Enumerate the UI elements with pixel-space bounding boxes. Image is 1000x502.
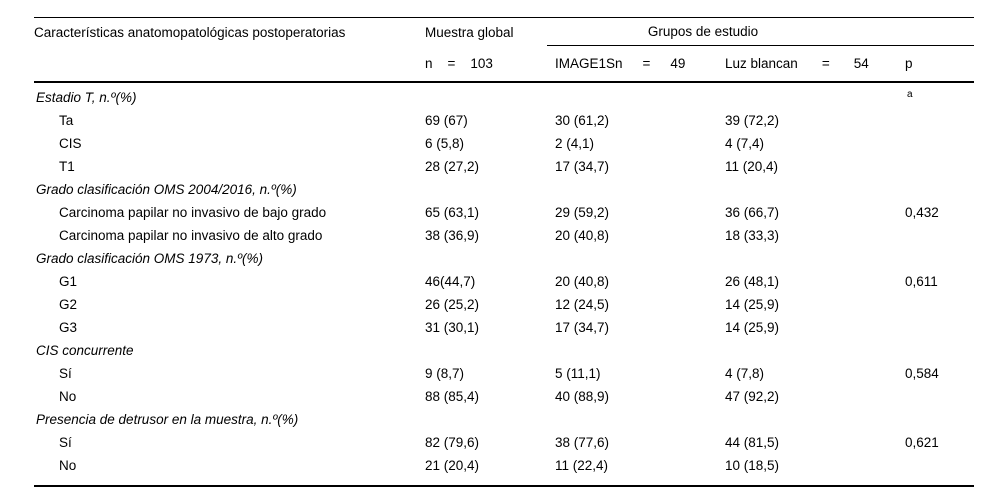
row-label: G2 <box>59 297 78 312</box>
cell-p-value: 0,584 <box>905 366 939 381</box>
header-row-titles: Características anatomopatológicas posto… <box>34 18 974 46</box>
cell-luz-blanca: 39 (72,2) <box>725 113 780 128</box>
cell-muestra-global: 6 (5,8) <box>425 136 465 151</box>
row-label: Presencia de detrusor en la muestra, n.º… <box>36 412 299 427</box>
table-row: Presencia de detrusor en la muestra, n.º… <box>34 408 974 431</box>
subheader-luz-blanca: Luz blancan = 54 <box>725 56 905 71</box>
cell-image1s: 17 (34,7) <box>555 159 610 174</box>
global-n-label: n <box>425 56 433 71</box>
cell-image1s: 20 (40,8) <box>555 274 610 289</box>
cell-muestra-global: 26 (25,2) <box>425 297 480 312</box>
table-row: G3 31 (30,1) 17 (34,7) 14 (25,9) <box>34 316 974 339</box>
table-row: CIS 6 (5,8) 2 (4,1) 4 (7,4) <box>34 132 974 155</box>
row-label: No <box>59 389 77 404</box>
row-label: Sí <box>59 435 72 450</box>
row-label: Sí <box>59 366 72 381</box>
global-n-value: 103 <box>470 56 493 71</box>
row-label: No <box>59 458 77 473</box>
table-row: Grado clasificación OMS 1973, n.º(%) <box>34 247 974 270</box>
cell-luz-blanca: 11 (20,4) <box>725 159 779 174</box>
cell-muestra-global: 28 (27,2) <box>425 159 480 174</box>
table-header: Características anatomopatológicas posto… <box>34 17 974 83</box>
study-groups-label: Grupos de estudio <box>647 24 759 39</box>
cell-image1s: 5 (11,1) <box>555 366 601 381</box>
global-n-equals: = <box>447 56 456 71</box>
cell-image1s: 2 (4,1) <box>555 136 595 151</box>
cell-luz-blanca: 4 (7,8) <box>725 366 765 381</box>
table-row: Estadio T, n.º(%) a <box>34 86 974 109</box>
table-row: Sí 9 (8,7) 5 (11,1) 4 (7,8) 0,584 <box>34 362 974 385</box>
image1s-label: IMAGE1Sn <box>555 56 623 71</box>
cell-muestra-global: 69 (67) <box>425 113 468 128</box>
column-group-study-groups: Grupos de estudio <box>547 18 974 46</box>
column-header-global-sample: Muestra global <box>425 24 514 40</box>
luz-blanca-n-value: 54 <box>853 56 869 71</box>
cell-luz-blanca: 36 (66,7) <box>725 205 780 220</box>
cell-muestra-global: 38 (36,9) <box>425 228 480 243</box>
table-row: Grado clasificación OMS 2004/2016, n.º(%… <box>34 178 974 201</box>
cell-luz-blanca: 47 (92,2) <box>725 389 780 404</box>
row-label: Grado clasificación OMS 2004/2016, n.º(%… <box>36 182 297 197</box>
cell-muestra-global: 65 (63,1) <box>425 205 480 220</box>
cell-image1s: 20 (40,8) <box>555 228 610 243</box>
table-row: No 88 (85,4) 40 (88,9) 47 (92,2) <box>34 385 974 408</box>
table-row: T1 28 (27,2) 17 (34,7) 11 (20,4) <box>34 155 974 178</box>
footnote-marker: a <box>907 89 913 100</box>
column-header-characteristics: Características anatomopatológicas posto… <box>34 24 346 40</box>
subheader-image1s: IMAGE1Sn = 49 <box>555 56 725 71</box>
table-row: G1 46(44,7) 20 (40,8) 26 (48,1) 0,611 <box>34 270 974 293</box>
row-label: CIS concurrente <box>36 343 134 358</box>
cell-luz-blanca: 14 (25,9) <box>725 320 780 335</box>
cell-p-value: 0,432 <box>905 205 939 220</box>
table-row: Carcinoma papilar no invasivo de bajo gr… <box>34 201 974 224</box>
cell-image1s: 12 (24,5) <box>555 297 610 312</box>
cell-image1s: 38 (77,6) <box>555 435 610 450</box>
cell-image1s: 29 (59,2) <box>555 205 610 220</box>
luz-blanca-equals: = <box>821 56 830 71</box>
anatomopathology-table: Características anatomopatológicas posto… <box>34 17 974 487</box>
cell-image1s: 11 (22,4) <box>555 458 609 473</box>
cell-luz-blanca: 14 (25,9) <box>725 297 780 312</box>
row-label: T1 <box>59 159 75 174</box>
subheader-global-n: n = 103 <box>425 56 555 71</box>
image1s-equals: = <box>642 56 651 71</box>
cell-p-value: 0,621 <box>905 435 939 450</box>
cell-image1s: 40 (88,9) <box>555 389 610 404</box>
row-label: Estadio T, n.º(%) <box>36 90 137 105</box>
cell-image1s: 17 (34,7) <box>555 320 610 335</box>
row-label: G3 <box>59 320 78 335</box>
cell-luz-blanca: 18 (33,3) <box>725 228 780 243</box>
cell-p-value: 0,611 <box>905 274 938 289</box>
image1s-n-value: 49 <box>670 56 686 71</box>
row-label: G1 <box>59 274 78 289</box>
column-header-p-value: p <box>905 56 913 71</box>
cell-muestra-global: 46(44,7) <box>425 274 476 289</box>
table-row: Sí 82 (79,6) 38 (77,6) 44 (81,5) 0,621 <box>34 431 974 454</box>
table-row: Ta 69 (67) 30 (61,2) 39 (72,2) <box>34 109 974 132</box>
table-row: Carcinoma papilar no invasivo de alto gr… <box>34 224 974 247</box>
table-row: No 21 (20,4) 11 (22,4) 10 (18,5) <box>34 454 974 477</box>
row-label: Ta <box>59 113 74 128</box>
table-row: CIS concurrente <box>34 339 974 362</box>
table-row: G2 26 (25,2) 12 (24,5) 14 (25,9) <box>34 293 974 316</box>
cell-luz-blanca: 44 (81,5) <box>725 435 780 450</box>
cell-muestra-global: 9 (8,7) <box>425 366 465 381</box>
table-body: Estadio T, n.º(%) a Ta 69 (67) 30 (61,2) 39 (… <box>34 83 974 487</box>
row-label: CIS <box>59 136 82 151</box>
header-row-subtitles: n = 103 IMAGE1Sn = 49 Luz blancan = 54 p <box>34 46 974 81</box>
cell-image1s: 30 (61,2) <box>555 113 610 128</box>
cell-luz-blanca: 26 (48,1) <box>725 274 780 289</box>
cell-luz-blanca: 4 (7,4) <box>725 136 765 151</box>
cell-muestra-global: 31 (30,1) <box>425 320 480 335</box>
cell-muestra-global: 21 (20,4) <box>425 458 480 473</box>
row-label: Grado clasificación OMS 1973, n.º(%) <box>36 251 264 266</box>
cell-p-value: a <box>905 89 974 105</box>
luz-blanca-label: Luz blancan <box>725 56 798 71</box>
cell-luz-blanca: 10 (18,5) <box>725 458 780 473</box>
cell-muestra-global: 88 (85,4) <box>425 389 480 404</box>
row-label: Carcinoma papilar no invasivo de bajo gr… <box>59 205 327 220</box>
cell-muestra-global: 82 (79,6) <box>425 435 480 450</box>
row-label: Carcinoma papilar no invasivo de alto gr… <box>59 228 323 243</box>
